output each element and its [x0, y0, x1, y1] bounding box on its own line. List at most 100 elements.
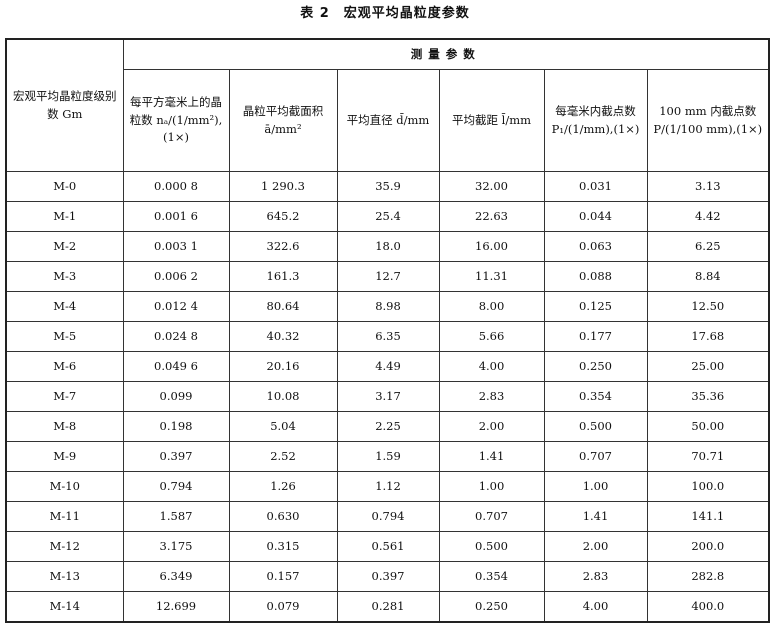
value-cell: 25.00: [646, 351, 770, 382]
table-row: M-7 0.099 10.08 3.17 2.83 0.354 35.36: [5, 381, 770, 412]
value-cell: 3.17: [336, 381, 440, 412]
table-row: M-5 0.024 8 40.32 6.35 5.66 0.177 17.68: [5, 321, 770, 352]
table-row: M-12 3.175 0.315 0.561 0.500 2.00 200.0: [5, 531, 770, 562]
column-header: 100 mm 内截点数 P/(1/100 mm),(1×): [646, 69, 770, 172]
column-header: 晶粒平均截面积 ā/mm²: [228, 69, 338, 172]
grade-cell: M-9: [5, 441, 124, 472]
value-cell: 20.16: [228, 351, 338, 382]
value-cell: 4.42: [646, 201, 770, 232]
value-cell: 0.794: [122, 471, 230, 502]
grade-cell: M-12: [5, 531, 124, 562]
grade-cell: M-10: [5, 471, 124, 502]
value-cell: 0.794: [336, 501, 440, 532]
value-cell: 4.49: [336, 351, 440, 382]
column-header: 平均直径 d̄/mm: [336, 69, 440, 172]
grade-cell: M-8: [5, 411, 124, 442]
value-cell: 2.25: [336, 411, 440, 442]
table-row: M-8 0.198 5.04 2.25 2.00 0.500 50.00: [5, 411, 770, 442]
value-cell: 1.41: [543, 501, 648, 532]
table-row: M-4 0.012 4 80.64 8.98 8.00 0.125 12.50: [5, 291, 770, 322]
table-row: M-14 12.699 0.079 0.281 0.250 4.00 400.0: [5, 591, 770, 623]
value-cell: 0.177: [543, 321, 648, 352]
value-cell: 2.83: [543, 561, 648, 592]
value-cell: 3.13: [646, 171, 770, 202]
value-cell: 4.00: [438, 351, 545, 382]
value-cell: 0.315: [228, 531, 338, 562]
value-cell: 0.561: [336, 531, 440, 562]
value-cell: 0.003 1: [122, 231, 230, 262]
value-cell: 0.031: [543, 171, 648, 202]
table-row: M-3 0.006 2 161.3 12.7 11.31 0.088 8.84: [5, 261, 770, 292]
value-cell: 40.32: [228, 321, 338, 352]
value-cell: 0.063: [543, 231, 648, 262]
value-cell: 0.049 6: [122, 351, 230, 382]
value-cell: 0.707: [438, 501, 545, 532]
value-cell: 0.707: [543, 441, 648, 472]
grade-cell: M-5: [5, 321, 124, 352]
table-row: M-13 6.349 0.157 0.397 0.354 2.83 282.8: [5, 561, 770, 592]
value-cell: 645.2: [228, 201, 338, 232]
value-cell: 0.024 8: [122, 321, 230, 352]
grade-cell: M-4: [5, 291, 124, 322]
value-cell: 22.63: [438, 201, 545, 232]
table-row: M-2 0.003 1 322.6 18.0 16.00 0.063 6.25: [5, 231, 770, 262]
value-cell: 8.00: [438, 291, 545, 322]
value-cell: 12.50: [646, 291, 770, 322]
value-cell: 11.31: [438, 261, 545, 292]
group-header: 测量参数: [122, 38, 770, 70]
value-cell: 17.68: [646, 321, 770, 352]
value-cell: 322.6: [228, 231, 338, 262]
value-cell: 2.00: [438, 411, 545, 442]
value-cell: 4.00: [543, 591, 648, 623]
value-cell: 0.250: [543, 351, 648, 382]
grade-cell: M-6: [5, 351, 124, 382]
value-cell: 0.500: [543, 411, 648, 442]
value-cell: 0.500: [438, 531, 545, 562]
value-cell: 0.157: [228, 561, 338, 592]
table-row: M-11 1.587 0.630 0.794 0.707 1.41 141.1: [5, 501, 770, 532]
table-row: M-10 0.794 1.26 1.12 1.00 1.00 100.0: [5, 471, 770, 502]
value-cell: 1 290.3: [228, 171, 338, 202]
value-cell: 0.397: [336, 561, 440, 592]
table-row: M-1 0.001 6 645.2 25.4 22.63 0.044 4.42: [5, 201, 770, 232]
value-cell: 400.0: [646, 591, 770, 623]
table-row: M-9 0.397 2.52 1.59 1.41 0.707 70.71: [5, 441, 770, 472]
value-cell: 0.281: [336, 591, 440, 623]
value-cell: 0.088: [543, 261, 648, 292]
value-cell: 6.25: [646, 231, 770, 262]
value-cell: 8.98: [336, 291, 440, 322]
value-cell: 1.26: [228, 471, 338, 502]
value-cell: 0.397: [122, 441, 230, 472]
value-cell: 25.4: [336, 201, 440, 232]
grade-cell: M-0: [5, 171, 124, 202]
value-cell: 1.41: [438, 441, 545, 472]
value-cell: 80.64: [228, 291, 338, 322]
value-cell: 2.83: [438, 381, 545, 412]
grade-cell: M-2: [5, 231, 124, 262]
value-cell: 200.0: [646, 531, 770, 562]
value-cell: 50.00: [646, 411, 770, 442]
grade-cell: M-7: [5, 381, 124, 412]
value-cell: 141.1: [646, 501, 770, 532]
value-cell: 0.099: [122, 381, 230, 412]
value-cell: 35.9: [336, 171, 440, 202]
grain-size-table: 宏观平均晶粒度级别数 Gm 测量参数 每平方毫米上的晶粒数 nₐ/(1/mm²)…: [5, 38, 770, 623]
value-cell: 70.71: [646, 441, 770, 472]
value-cell: 3.175: [122, 531, 230, 562]
value-cell: 6.35: [336, 321, 440, 352]
grade-cell: M-1: [5, 201, 124, 232]
value-cell: 32.00: [438, 171, 545, 202]
value-cell: 161.3: [228, 261, 338, 292]
grade-cell: M-13: [5, 561, 124, 592]
value-cell: 10.08: [228, 381, 338, 412]
value-cell: 1.587: [122, 501, 230, 532]
value-cell: 0.000 8: [122, 171, 230, 202]
column-header: 平均截距 l̄/mm: [438, 69, 545, 172]
value-cell: 0.001 6: [122, 201, 230, 232]
value-cell: 0.354: [543, 381, 648, 412]
grade-cell: M-11: [5, 501, 124, 532]
value-cell: 0.630: [228, 501, 338, 532]
value-cell: 2.52: [228, 441, 338, 472]
grade-cell: M-3: [5, 261, 124, 292]
